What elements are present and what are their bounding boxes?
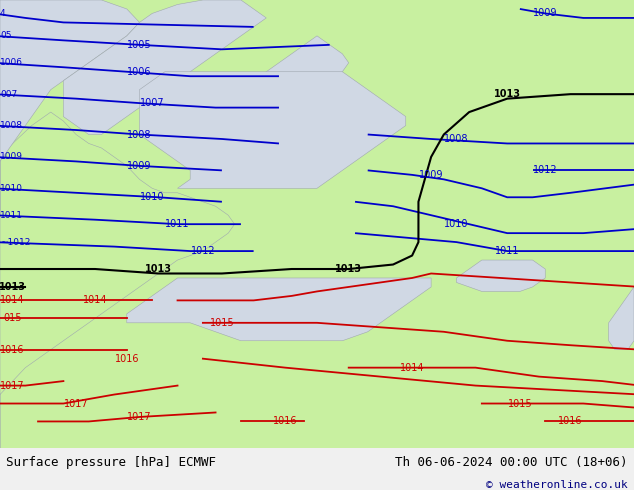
Text: 007: 007 <box>0 90 17 98</box>
Text: 1013: 1013 <box>0 282 26 292</box>
Polygon shape <box>456 260 545 292</box>
Text: 1008: 1008 <box>444 134 469 144</box>
Text: 05: 05 <box>0 31 11 40</box>
Text: 1009: 1009 <box>0 152 23 161</box>
Polygon shape <box>139 72 406 188</box>
Text: 1013: 1013 <box>335 264 362 274</box>
Text: 1012: 1012 <box>191 246 215 256</box>
Text: 1014: 1014 <box>400 363 424 373</box>
Polygon shape <box>127 278 431 341</box>
Polygon shape <box>609 287 634 350</box>
Text: 1010: 1010 <box>0 184 23 193</box>
Text: 1009: 1009 <box>533 8 557 19</box>
Text: 1011: 1011 <box>0 211 23 220</box>
Text: 1013: 1013 <box>494 89 521 99</box>
Text: 1017: 1017 <box>64 398 88 409</box>
Text: 1011: 1011 <box>495 246 519 256</box>
Text: 015: 015 <box>3 313 22 323</box>
Text: 1008: 1008 <box>127 129 152 140</box>
Polygon shape <box>190 36 349 135</box>
Text: 4: 4 <box>0 9 6 18</box>
Text: 1016: 1016 <box>1 344 25 355</box>
Text: 1016: 1016 <box>273 416 297 426</box>
Text: 1015: 1015 <box>508 398 532 409</box>
Polygon shape <box>0 112 235 448</box>
Text: 1005: 1005 <box>127 40 152 50</box>
Text: 1016: 1016 <box>115 354 139 364</box>
Polygon shape <box>0 0 139 215</box>
Text: 1009: 1009 <box>419 170 443 180</box>
Text: © weatheronline.co.uk: © weatheronline.co.uk <box>486 480 628 490</box>
Text: 1014: 1014 <box>1 295 25 305</box>
Text: 1017: 1017 <box>127 412 152 422</box>
Text: 1006: 1006 <box>0 58 23 67</box>
Text: 1017: 1017 <box>1 381 25 391</box>
Text: 1010: 1010 <box>444 219 469 229</box>
Text: 1006: 1006 <box>127 67 152 77</box>
Polygon shape <box>0 0 634 448</box>
Polygon shape <box>63 0 266 135</box>
Text: Surface pressure [hPa] ECMWF: Surface pressure [hPa] ECMWF <box>6 456 216 469</box>
Text: 1014: 1014 <box>83 295 107 305</box>
Text: 1013: 1013 <box>145 264 172 274</box>
Text: 1012: 1012 <box>533 165 557 175</box>
Text: 1011: 1011 <box>165 219 190 229</box>
Text: Th 06-06-2024 00:00 UTC (18+06): Th 06-06-2024 00:00 UTC (18+06) <box>395 456 628 469</box>
Text: 1009: 1009 <box>127 161 152 171</box>
Text: 1008: 1008 <box>0 121 23 130</box>
Text: 1010: 1010 <box>140 192 164 202</box>
Text: 1007: 1007 <box>140 98 164 108</box>
Text: 1016: 1016 <box>559 416 583 426</box>
Text: 1015: 1015 <box>210 318 234 328</box>
Text: ~1012: ~1012 <box>0 238 30 246</box>
